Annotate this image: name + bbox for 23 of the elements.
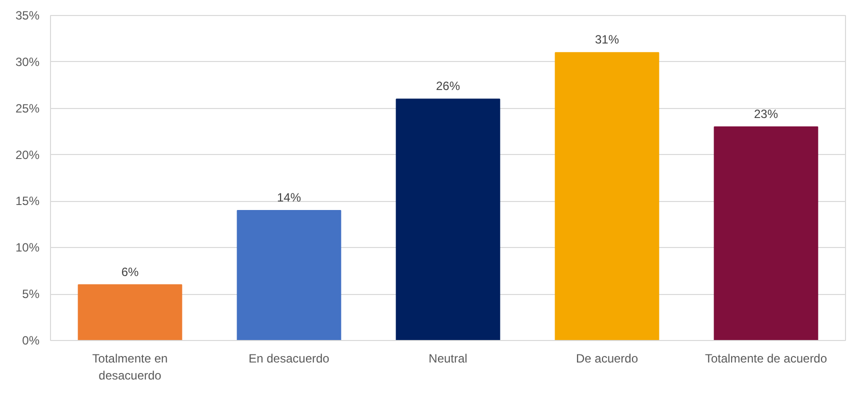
data-label: 6%	[121, 264, 139, 279]
y-tick-label: 0%	[22, 334, 40, 348]
data-label: 23%	[754, 106, 778, 121]
y-tick-label: 25%	[15, 101, 40, 116]
data-label: 31%	[594, 32, 620, 47]
x-tick-label: Totalmente de acuerdo	[704, 352, 828, 366]
y-tick-label: 15%	[15, 194, 40, 208]
bar	[236, 210, 342, 340]
data-label: 14%	[276, 190, 302, 204]
x-tick-label: Totalmente en desacuerdo	[92, 352, 168, 382]
y-tick-label: 30%	[15, 54, 40, 69]
bar	[396, 98, 500, 340]
x-tick-label: Neutral	[428, 352, 468, 366]
bar	[78, 284, 182, 340]
y-tick-label: 10%	[15, 240, 40, 255]
x-tick-label: En desacuerdo	[248, 352, 330, 366]
bar	[554, 52, 660, 340]
bar	[714, 126, 818, 340]
y-tick-label: 35%	[15, 8, 40, 22]
x-tick-label: De acuerdo	[576, 352, 638, 366]
data-label: 26%	[436, 79, 460, 94]
y-tick-label: 5%	[22, 287, 40, 302]
y-tick-label: 20%	[15, 148, 40, 162]
